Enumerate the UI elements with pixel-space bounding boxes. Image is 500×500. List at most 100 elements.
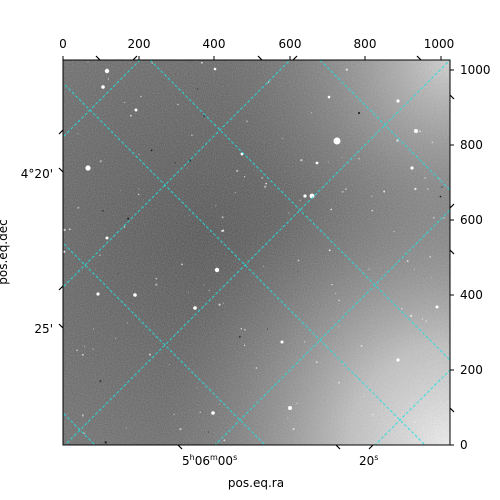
faint-star (337, 381, 341, 384)
top-tick-label: 400 (203, 37, 226, 51)
top-tick-label: 1000 (424, 37, 455, 51)
faint-star (328, 249, 331, 252)
faint-star (179, 428, 182, 431)
faint-star (267, 81, 270, 83)
faint-star (191, 134, 193, 136)
right-pixel-axis: 0 200 400 600 800 1000 (450, 63, 491, 452)
faint-star (123, 226, 126, 228)
faint-star (341, 190, 344, 193)
faint-star (203, 115, 206, 117)
faint-star (174, 162, 176, 164)
faint-star (393, 432, 395, 435)
star (105, 236, 109, 240)
faint-star (433, 217, 435, 219)
faint-star (342, 157, 343, 159)
faint-star (81, 414, 85, 417)
faint-star (126, 322, 129, 324)
right-tick-label: 400 (460, 288, 483, 302)
faint-star (413, 420, 416, 424)
top-tick-label: 0 (59, 37, 67, 51)
star (414, 129, 418, 133)
faint-star (81, 353, 84, 356)
faint-star (243, 176, 246, 178)
faint-star (424, 177, 426, 179)
faint-star (120, 190, 122, 192)
faint-star (221, 216, 224, 219)
faint-star (431, 141, 434, 144)
faint-star (288, 212, 290, 214)
star (288, 406, 292, 410)
faint-star (396, 139, 399, 142)
faint-star (299, 199, 301, 202)
faint-star (92, 328, 94, 330)
faint-star (393, 230, 395, 233)
faint-star (150, 149, 153, 152)
faint-star (238, 335, 241, 339)
star (213, 67, 217, 71)
faint-star (263, 265, 265, 267)
faint-star (138, 153, 140, 156)
faint-star (368, 268, 370, 270)
faint-star (439, 195, 442, 198)
faint-star (335, 292, 337, 294)
faint-star (430, 276, 432, 278)
star (134, 108, 138, 112)
star (96, 292, 100, 296)
faint-star (413, 268, 415, 270)
faint-star (236, 169, 239, 173)
faint-star (130, 114, 132, 117)
faint-star (265, 182, 268, 185)
faint-star (199, 411, 201, 414)
faint-star (443, 217, 445, 219)
faint-star (155, 283, 158, 286)
faint-star (345, 68, 348, 71)
faint-star (102, 209, 104, 212)
faint-star (422, 427, 425, 430)
faint-star (137, 193, 140, 196)
ra-axis-labels: 5h06m00s 20s (182, 453, 378, 468)
top-tick-label: 600 (279, 37, 302, 51)
faint-star (281, 137, 284, 140)
faint-star (338, 299, 340, 302)
faint-star (215, 204, 217, 206)
faint-star (406, 260, 409, 262)
faint-star (418, 130, 422, 133)
faint-star (188, 215, 190, 217)
star (303, 194, 307, 198)
faint-star (360, 345, 363, 347)
y-axis-title: pos.eq.dec (0, 219, 10, 284)
faint-star (300, 159, 303, 162)
stars-layer (63, 61, 445, 444)
star (435, 305, 439, 309)
ra-tick-label: 5h06m00s (182, 453, 237, 468)
faint-star (425, 319, 428, 323)
faint-star (292, 428, 295, 431)
faint-star (371, 195, 373, 197)
faint-star (414, 187, 417, 191)
faint-star (201, 61, 203, 64)
star (85, 165, 91, 171)
faint-star (421, 318, 424, 320)
star (193, 306, 197, 310)
star (101, 85, 105, 89)
faint-star (234, 192, 236, 194)
top-tick-label: 800 (354, 37, 377, 51)
faint-star (207, 431, 209, 433)
sky-image (63, 60, 450, 445)
star (133, 293, 137, 297)
top-pixel-axis: 0 200 400 600 800 1000 (59, 37, 454, 60)
star (211, 411, 215, 415)
star (214, 267, 220, 273)
faint-star (117, 272, 119, 274)
faint-star (155, 277, 158, 280)
dec-tick-label: 25' (34, 322, 53, 336)
faint-star (297, 259, 300, 262)
faint-star (287, 417, 289, 419)
faint-star (63, 250, 66, 253)
x-axis-title: pos.eq.ra (228, 476, 284, 490)
faint-star (441, 186, 443, 188)
faint-star (222, 229, 225, 232)
faint-star (297, 271, 299, 273)
